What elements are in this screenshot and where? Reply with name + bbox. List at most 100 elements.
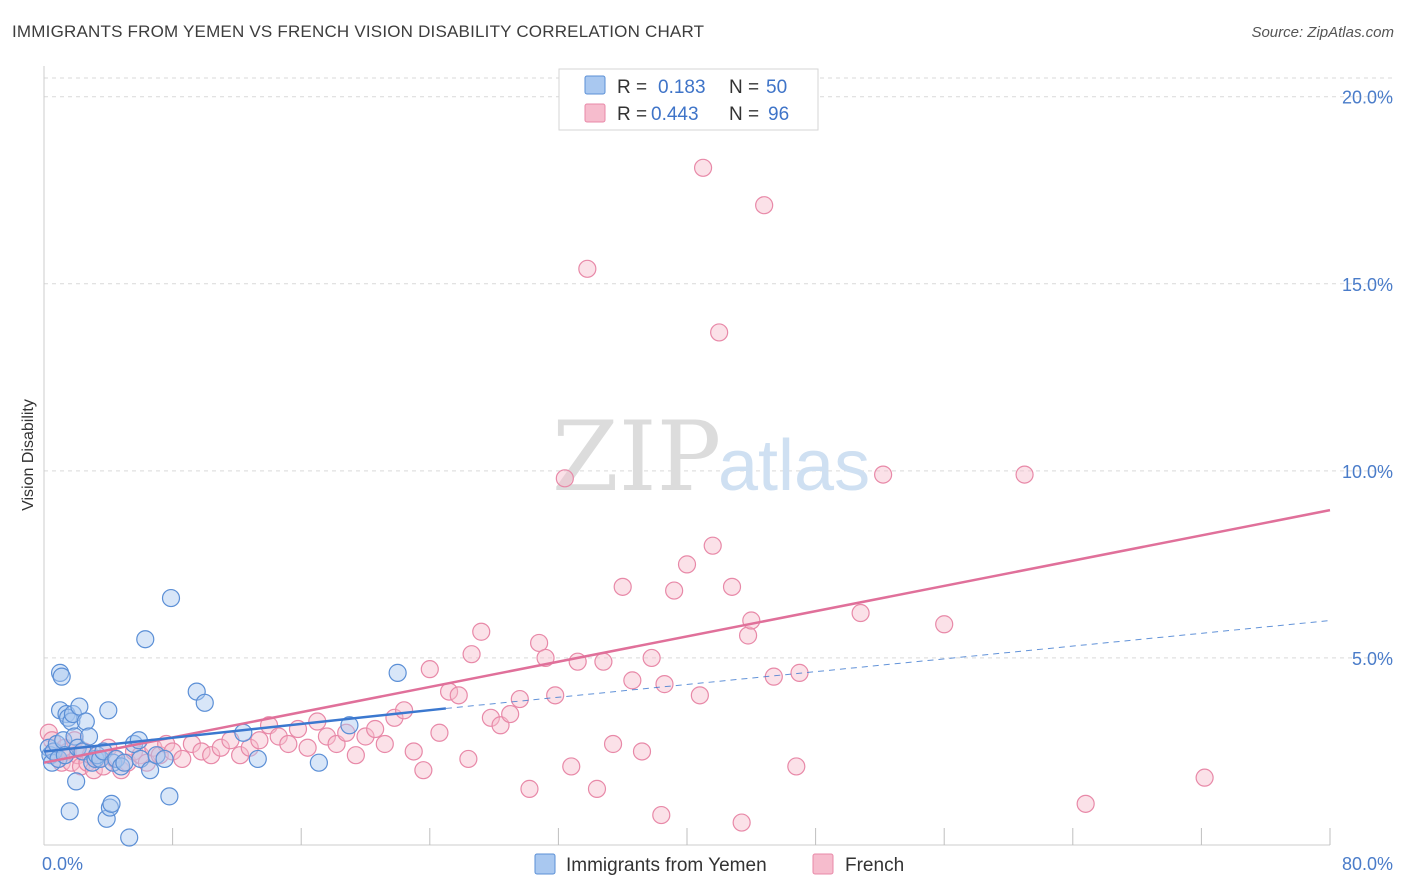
- yemen-point-19: [70, 697, 89, 716]
- trendlines: [43, 508, 1331, 764]
- french-point-74: [594, 652, 613, 671]
- french-point-81: [655, 675, 674, 694]
- french-point-79: [642, 648, 661, 668]
- legend-n-value-yemen: 50: [766, 77, 787, 98]
- legend-swatch-yemen: [584, 75, 606, 95]
- chart-title: IMMIGRANTS FROM YEMEN VS FRENCH VISION D…: [12, 22, 705, 41]
- legend-n-label-yemen: N =: [729, 77, 759, 98]
- yemen-point-17: [67, 772, 86, 791]
- french-point-97: [874, 465, 893, 484]
- legend-r-value-french: 0.443: [651, 104, 699, 125]
- french-point-31: [202, 746, 221, 765]
- french-point-41: [298, 738, 317, 757]
- french-point-72: [578, 259, 597, 278]
- yemen-point-45: [161, 588, 181, 608]
- french-point-68: [546, 686, 565, 705]
- y-tick-label-0: 5.0%: [1352, 649, 1393, 669]
- french-point-43: [317, 727, 337, 746]
- french-point-55: [430, 723, 449, 742]
- series-swatch-french: [812, 853, 834, 875]
- legend-r-label-yemen: R =: [617, 77, 647, 98]
- series-swatch-yemen: [534, 853, 556, 875]
- x-tick-label-0: 0.0%: [42, 854, 83, 874]
- series-label-french: French: [845, 855, 904, 876]
- french-point-98: [935, 615, 954, 634]
- french-point-54: [420, 660, 439, 679]
- french-point-32: [211, 738, 230, 757]
- yemen-point-29: [99, 701, 118, 720]
- french-point-83: [677, 555, 697, 574]
- french-point-94: [787, 757, 806, 776]
- tick-labels: 5.0% 10.0% 15.0% 20.0% 0.0% 80.0%: [42, 88, 1393, 874]
- french-point-78: [632, 742, 652, 761]
- legend-n-label-french: N =: [729, 104, 759, 125]
- french-point-86: [703, 536, 722, 555]
- french-point-14: [84, 761, 103, 780]
- y-axis-label: Vision Disability: [20, 399, 37, 511]
- yemen-point-52: [388, 663, 407, 682]
- legend-swatch-french: [584, 103, 606, 123]
- french-point-82: [665, 581, 684, 600]
- french-point-89: [732, 813, 751, 832]
- french-point-36: [250, 731, 269, 750]
- yemen-point-48: [234, 723, 253, 742]
- french-point-51: [394, 701, 414, 720]
- french-point-47: [356, 727, 375, 746]
- french-point-39: [279, 734, 298, 754]
- legend-n-value-french: 96: [768, 104, 789, 125]
- french-point-65: [520, 779, 539, 798]
- french-point-88: [722, 577, 742, 596]
- yemen-point-13: [60, 802, 79, 821]
- french-point-66: [530, 633, 549, 653]
- french-point-99: [1015, 465, 1034, 484]
- yemen-point-31: [102, 794, 121, 813]
- yemen-point-16: [65, 727, 84, 746]
- french-point-101: [1195, 768, 1214, 787]
- french-point-61: [481, 708, 500, 727]
- yemen-point-22: [79, 727, 99, 746]
- french-point-96: [851, 603, 870, 623]
- french-point-100: [1076, 794, 1095, 813]
- french-point-59: [462, 645, 481, 664]
- french-point-46: [346, 746, 365, 765]
- french-point-87: [710, 323, 729, 342]
- watermark-atlas: atlas: [718, 426, 870, 506]
- watermark-zip: ZIP: [552, 401, 721, 513]
- yemen-point-35: [115, 753, 134, 772]
- french-trendline: [43, 508, 1331, 764]
- yemen-trendline: [43, 707, 447, 753]
- yemen-point-49: [248, 749, 267, 769]
- french-point-57: [449, 686, 468, 705]
- french-point-91: [742, 611, 761, 630]
- yemen-point-44: [160, 787, 179, 806]
- series-legend: Immigrants from Yemen French: [534, 853, 904, 876]
- yemen-point-21: [76, 712, 95, 731]
- french-point-80: [652, 805, 671, 825]
- legend-r-label-french: R =: [617, 104, 647, 125]
- y-tick-label-1: 10.0%: [1342, 462, 1393, 482]
- french-point-73: [587, 779, 607, 798]
- yemen-point-51: [340, 716, 359, 735]
- series-label-yemen: Immigrants from Yemen: [566, 855, 767, 876]
- french-point-28: [173, 749, 192, 769]
- french-point-53: [414, 761, 433, 780]
- french-point-48: [366, 719, 385, 739]
- yemen-point-41: [140, 761, 160, 780]
- correlation-legend: R = 0.183 N = 50 R = 0.443 N = 96: [558, 68, 819, 131]
- french-point-85: [693, 158, 713, 177]
- y-tick-label-2: 15.0%: [1342, 275, 1393, 295]
- french-points: [39, 158, 1214, 832]
- french-point-49: [375, 734, 394, 754]
- french-point-77: [623, 671, 642, 690]
- french-point-52: [404, 742, 423, 761]
- grid-lines: [44, 77, 1392, 659]
- french-point-84: [690, 686, 709, 705]
- y-tick-label-3: 20.0%: [1342, 88, 1393, 108]
- watermark: ZIP atlas: [552, 401, 870, 513]
- yemen-point-40: [136, 630, 155, 649]
- yemen-point-47: [195, 693, 214, 712]
- french-point-76: [613, 577, 632, 596]
- yemen-trendline-extension: [445, 620, 1331, 709]
- yemen-point-14: [62, 712, 81, 731]
